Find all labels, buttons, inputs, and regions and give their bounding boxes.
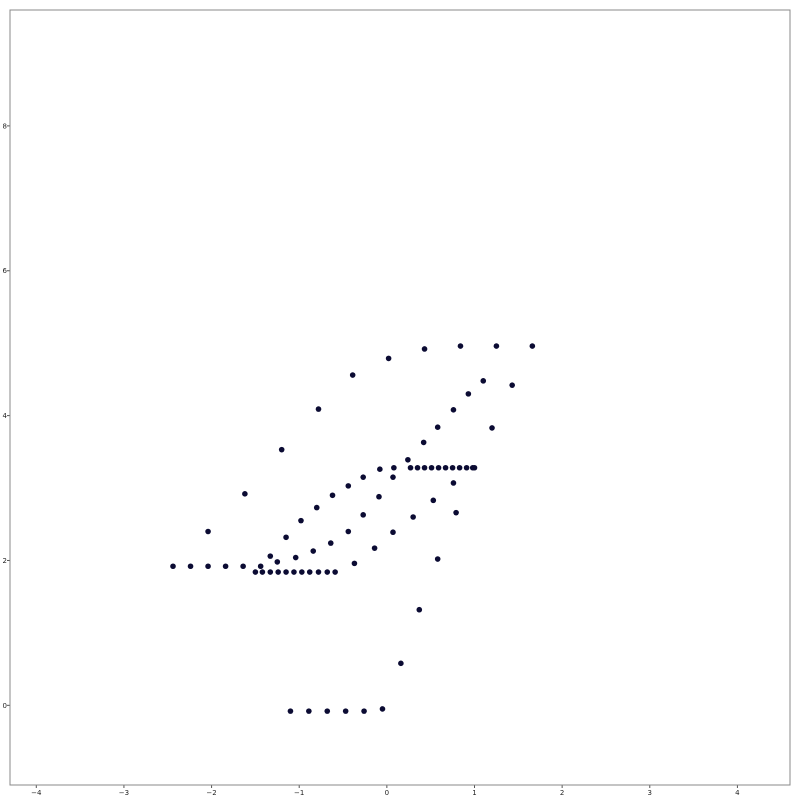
data-point bbox=[449, 464, 456, 471]
data-point bbox=[435, 464, 442, 471]
data-point bbox=[299, 569, 305, 575]
data-point bbox=[453, 509, 459, 516]
data-point bbox=[310, 548, 317, 554]
data-point bbox=[360, 474, 366, 480]
data-point bbox=[240, 563, 246, 570]
plot-frame bbox=[9, 9, 791, 786]
data-point bbox=[349, 372, 356, 378]
data-point bbox=[480, 378, 487, 384]
data-point bbox=[457, 343, 464, 349]
x-tick-label: 2 bbox=[560, 789, 564, 797]
data-point bbox=[205, 563, 211, 570]
data-point bbox=[434, 424, 441, 430]
data-point bbox=[345, 483, 352, 489]
data-point bbox=[385, 355, 392, 362]
y-tick-label: 6 bbox=[3, 267, 8, 275]
data-point bbox=[292, 554, 299, 561]
x-tick-label: −3 bbox=[119, 789, 129, 797]
data-point bbox=[283, 569, 289, 575]
data-point bbox=[351, 560, 358, 567]
data-point bbox=[405, 456, 411, 463]
data-point bbox=[360, 512, 366, 518]
data-point bbox=[416, 606, 423, 613]
data-point bbox=[345, 528, 352, 535]
data-point bbox=[257, 563, 264, 570]
data-point bbox=[275, 569, 281, 575]
data-point bbox=[267, 569, 274, 575]
data-point bbox=[420, 439, 427, 446]
data-point bbox=[298, 517, 304, 524]
data-point bbox=[291, 569, 297, 575]
data-point bbox=[306, 708, 312, 714]
y-tick-label: 2 bbox=[3, 557, 7, 565]
data-point bbox=[361, 708, 367, 714]
data-point bbox=[379, 706, 386, 712]
data-point bbox=[456, 464, 463, 471]
data-point bbox=[463, 464, 470, 471]
data-point bbox=[170, 563, 176, 570]
data-point bbox=[398, 660, 404, 667]
data-point bbox=[414, 464, 421, 471]
data-point bbox=[287, 708, 294, 714]
data-point bbox=[332, 569, 338, 575]
data-point bbox=[252, 569, 259, 575]
data-point bbox=[377, 466, 383, 473]
data-point bbox=[450, 407, 457, 413]
data-point bbox=[315, 406, 322, 412]
data-point bbox=[327, 540, 334, 546]
data-point bbox=[450, 480, 457, 486]
data-point bbox=[313, 504, 320, 511]
data-point bbox=[390, 474, 396, 480]
data-point bbox=[306, 569, 313, 575]
y-tick-label: 4 bbox=[3, 412, 8, 420]
data-point bbox=[421, 346, 428, 352]
data-point bbox=[391, 464, 397, 471]
data-point bbox=[471, 464, 478, 471]
data-point bbox=[410, 514, 416, 520]
data-point bbox=[407, 464, 414, 471]
data-point bbox=[342, 708, 349, 714]
data-point bbox=[274, 559, 281, 565]
data-point bbox=[259, 569, 266, 575]
data-point bbox=[283, 534, 289, 541]
data-point bbox=[324, 569, 331, 575]
data-point bbox=[421, 464, 428, 471]
data-point bbox=[324, 708, 331, 714]
data-point bbox=[222, 563, 229, 570]
data-point bbox=[371, 545, 378, 551]
data-point bbox=[430, 497, 437, 504]
x-tick-label: −4 bbox=[31, 789, 42, 797]
axis-ticks: −4 −3 −2 −1 0 1 2 3 4 0 2 4 6 8 bbox=[3, 122, 741, 797]
x-tick-label: 1 bbox=[472, 789, 476, 797]
data-point bbox=[187, 563, 194, 570]
y-tick-label: 0 bbox=[3, 702, 7, 710]
data-point bbox=[509, 382, 515, 388]
data-point bbox=[465, 391, 472, 397]
data-point bbox=[428, 464, 435, 471]
data-point bbox=[315, 569, 322, 575]
data-point bbox=[242, 491, 248, 497]
data-point bbox=[529, 343, 536, 349]
x-tick-label: 0 bbox=[385, 789, 389, 797]
data-points bbox=[170, 343, 536, 714]
data-point bbox=[442, 464, 449, 471]
data-point bbox=[376, 493, 382, 500]
x-tick-label: 4 bbox=[735, 789, 740, 797]
data-point bbox=[434, 556, 441, 562]
data-point bbox=[390, 529, 396, 536]
data-point bbox=[493, 343, 500, 349]
data-point bbox=[267, 553, 274, 559]
x-tick-label: −2 bbox=[206, 789, 216, 797]
data-point bbox=[205, 528, 211, 535]
y-tick-label: 8 bbox=[3, 122, 7, 130]
data-point bbox=[329, 492, 336, 499]
data-point bbox=[278, 446, 285, 453]
x-tick-label: −1 bbox=[294, 789, 304, 797]
data-point bbox=[489, 425, 495, 431]
x-tick-label: 3 bbox=[648, 789, 652, 797]
